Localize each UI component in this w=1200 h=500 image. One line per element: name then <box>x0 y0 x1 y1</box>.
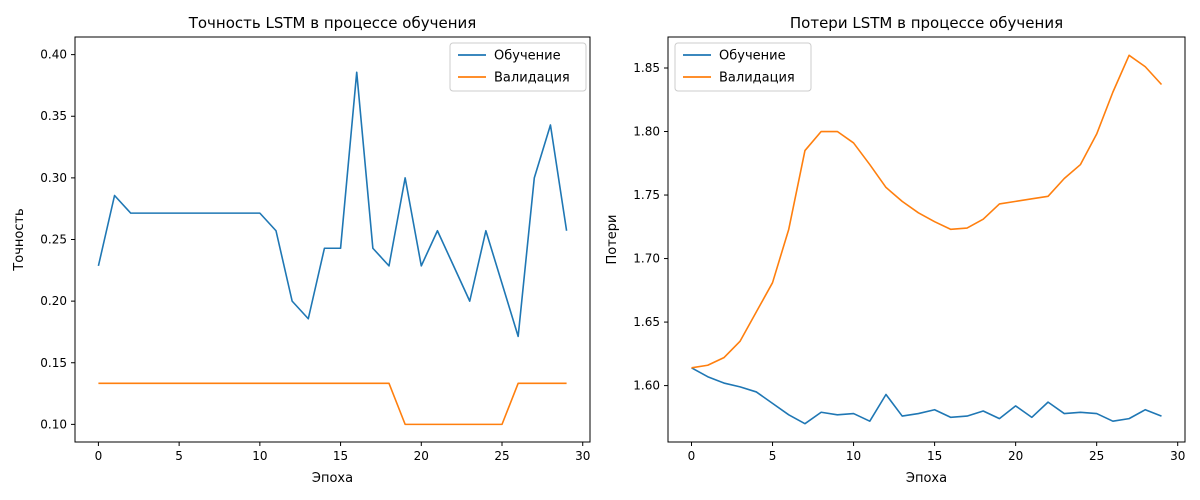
y-tick-label: 0.25 <box>40 233 67 247</box>
x-tick-label: 25 <box>1089 449 1104 463</box>
y-tick-label: 0.35 <box>40 109 67 123</box>
series-line-validation <box>691 54 1163 369</box>
x-tick-label: 5 <box>175 449 183 463</box>
x-tick-label: 20 <box>1008 449 1023 463</box>
legend-label: Валидация <box>719 71 795 86</box>
y-tick-label: 1.70 <box>633 252 660 266</box>
x-tick-label: 15 <box>927 449 942 463</box>
x-axis-label: Эпоха <box>312 471 353 486</box>
y-axis-label: Точность <box>12 208 27 271</box>
x-tick-label: 25 <box>494 449 509 463</box>
legend-label: Обучение <box>494 49 561 64</box>
y-tick-label: 0.15 <box>40 356 67 370</box>
legend: Обучение Валидация <box>674 42 812 92</box>
chart-title: Потери LSTM в процессе обучения <box>790 14 1063 32</box>
y-tick-label: 1.80 <box>633 125 660 139</box>
x-tick-label: 0 <box>688 449 696 463</box>
y-tick-label: 1.85 <box>633 61 660 75</box>
y-tick-label: 0.30 <box>40 171 67 185</box>
y-tick-label: 0.20 <box>40 294 67 308</box>
y-tick-label: 0.40 <box>40 48 67 62</box>
series-line-validation <box>98 382 567 426</box>
x-tick-label: 10 <box>252 449 267 463</box>
chart-title: Точность LSTM в процессе обучения <box>188 14 477 32</box>
y-tick-label: 0.10 <box>40 417 67 431</box>
x-tick-label: 10 <box>846 449 861 463</box>
y-tick-label: 1.75 <box>633 188 660 202</box>
series-line-training <box>691 367 1162 425</box>
x-tick-label: 30 <box>1170 449 1185 463</box>
x-axis-label: Эпоха <box>906 471 947 486</box>
plot-frame <box>667 36 1186 443</box>
loss-chart: 0 5 10 15 20 25 30 1.60 1.65 1.70 1.75 1.80 1.85 Поте… <box>605 14 1186 486</box>
x-tick-label: 0 <box>95 449 103 463</box>
y-tick-label: 1.65 <box>633 315 660 329</box>
x-tick-label: 15 <box>333 449 348 463</box>
legend-label: Обучение <box>719 49 786 64</box>
x-tick-label: 5 <box>769 449 777 463</box>
accuracy-chart: 0 5 10 15 20 25 30 0.10 0.15 0.20 0.25 0.30 0.35 0.40… <box>12 14 591 486</box>
y-axis-label: Потери <box>605 214 620 264</box>
x-tick-label: 30 <box>575 449 590 463</box>
x-tick-label: 20 <box>414 449 429 463</box>
series-line-training <box>97 71 568 338</box>
plot-frame <box>74 36 591 443</box>
y-tick-label: 1.60 <box>633 379 660 393</box>
legend: Обучение Валидация <box>449 42 587 92</box>
legend-label: Валидация <box>494 71 570 86</box>
